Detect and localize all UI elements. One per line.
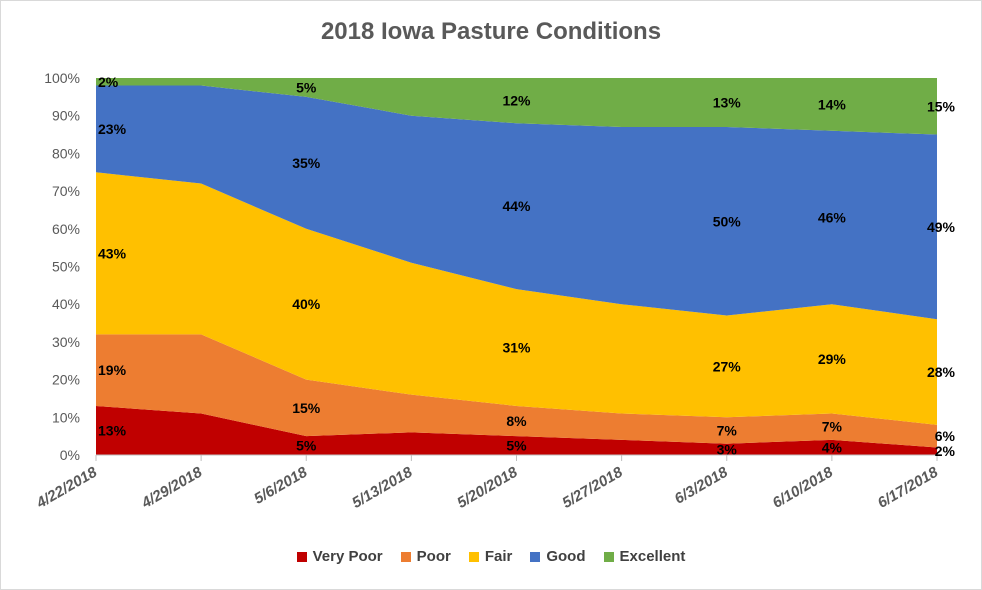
chart-legend: Very Poor Poor Fair Good Excellent <box>0 548 982 565</box>
data-label: 35% <box>292 155 321 171</box>
x-tick-label: 4/29/2018 <box>138 463 206 512</box>
y-tick-label: 100% <box>44 70 80 86</box>
legend-swatch <box>530 551 541 562</box>
data-label: 5% <box>296 79 317 95</box>
data-label: 14% <box>818 96 847 112</box>
legend-swatch <box>468 551 479 562</box>
y-tick-label: 10% <box>52 409 80 425</box>
data-label: 3% <box>717 441 738 457</box>
data-label: 5% <box>506 438 527 454</box>
legend-item-poor: Poor <box>400 548 451 565</box>
data-label: 2% <box>935 443 956 459</box>
y-tick-label: 30% <box>52 334 80 350</box>
data-label: 13% <box>98 422 127 438</box>
y-tick-label: 20% <box>52 372 80 388</box>
data-label: 40% <box>292 296 321 312</box>
x-tick-label: 6/10/2018 <box>770 463 837 511</box>
data-label: 15% <box>927 98 956 114</box>
y-tick-label: 80% <box>52 145 80 161</box>
data-label: 29% <box>818 351 847 367</box>
legend-label: Fair <box>484 548 513 565</box>
legend-label: Poor <box>416 548 451 565</box>
data-label: 8% <box>506 413 527 429</box>
data-label: 4% <box>822 439 843 455</box>
area-good <box>96 85 937 320</box>
y-tick-label: 0% <box>60 447 80 463</box>
data-label: 13% <box>713 95 742 111</box>
y-tick-label: 90% <box>52 108 80 124</box>
data-label: 7% <box>822 419 843 435</box>
data-label: 6% <box>935 428 956 444</box>
data-label: 27% <box>713 358 742 374</box>
data-label: 19% <box>98 362 127 378</box>
area-fair <box>96 172 937 425</box>
legend-item-fair: Fair <box>468 548 513 565</box>
data-label: 7% <box>717 422 738 438</box>
y-tick-label: 50% <box>52 259 80 275</box>
data-label: 23% <box>98 121 127 137</box>
y-tick-label: 60% <box>52 221 80 237</box>
data-label: 2% <box>98 74 119 90</box>
legend-label: Very Poor <box>312 548 383 565</box>
data-label: 31% <box>502 340 531 356</box>
x-tick-label: 5/6/2018 <box>251 463 311 507</box>
data-label: 28% <box>927 364 956 380</box>
data-label: 43% <box>98 245 127 261</box>
data-label: 44% <box>502 198 531 214</box>
data-label: 50% <box>713 213 742 229</box>
legend-item-excellent: Excellent <box>603 548 686 565</box>
legend-label: Excellent <box>619 548 686 565</box>
area-very-poor <box>96 405 937 455</box>
x-tick-label: 4/22/2018 <box>33 463 101 512</box>
chart-title: 2018 Iowa Pasture Conditions <box>320 18 662 45</box>
data-label: 5% <box>296 438 317 454</box>
data-label: 15% <box>292 400 321 416</box>
y-tick-label: 70% <box>52 183 80 199</box>
y-tick-label: 40% <box>52 296 80 312</box>
data-label: 49% <box>927 219 956 235</box>
area-excellent <box>96 78 937 135</box>
legend-label: Good <box>546 548 586 565</box>
data-label: 12% <box>502 93 531 109</box>
legend-swatch <box>296 551 307 562</box>
data-label: 46% <box>818 209 847 225</box>
legend-swatch <box>400 551 411 562</box>
legend-item-good: Good <box>530 548 586 565</box>
x-tick-label: 6/17/2018 <box>875 463 942 511</box>
legend-item-very-poor: Very Poor <box>296 548 383 565</box>
x-tick-label: 5/27/2018 <box>559 463 626 511</box>
area-poor <box>96 334 937 448</box>
x-tick-label: 5/13/2018 <box>349 463 416 511</box>
legend-swatch <box>603 551 614 562</box>
x-tick-label: 5/20/2018 <box>454 463 521 511</box>
x-tick-label: 6/3/2018 <box>672 463 732 507</box>
